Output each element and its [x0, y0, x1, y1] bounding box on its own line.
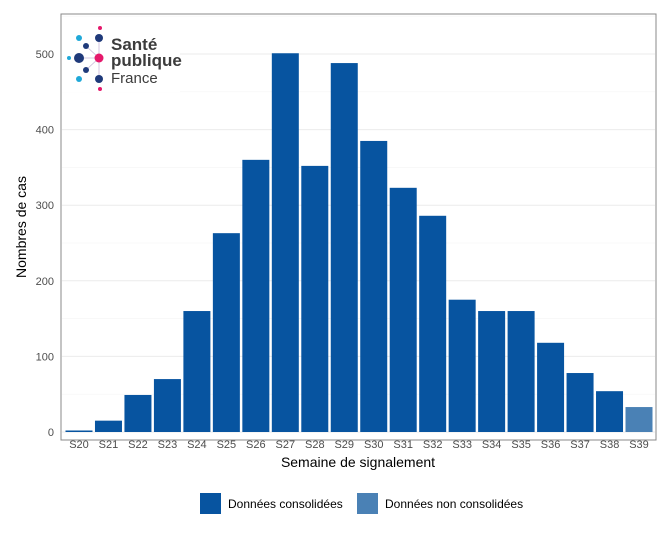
logo-text-2: publique	[111, 51, 182, 70]
legend-label-non-consolidated: Données non consolidées	[385, 497, 523, 511]
y-tick-label: 100	[36, 351, 54, 363]
x-tick-label: S26	[246, 439, 266, 451]
x-tick-label: S28	[305, 439, 325, 451]
x-tick-label: S21	[99, 439, 119, 451]
y-tick-label: 300	[36, 200, 54, 212]
bar-S36	[537, 342, 565, 432]
y-tick-label: 200	[36, 276, 54, 288]
logo-text-3: France	[111, 70, 158, 87]
bar-S29	[330, 63, 358, 433]
x-tick-label: S20	[69, 439, 89, 451]
bar-S32	[419, 215, 447, 432]
bar-S27	[271, 53, 299, 433]
bar-S26	[242, 159, 270, 432]
x-tick-label: S27	[276, 439, 296, 451]
bar-S25	[212, 233, 240, 432]
logo-text-1: Santé	[111, 35, 157, 54]
x-tick-label: S24	[187, 439, 207, 451]
bar-S39	[625, 407, 653, 432]
bar-S20	[65, 430, 93, 432]
x-tick-label: S35	[511, 439, 531, 451]
y-axis-title: Nombres de cas	[13, 176, 29, 278]
bar-S31	[389, 187, 417, 432]
y-tick-label: 0	[48, 427, 54, 439]
bar-S30	[360, 140, 388, 432]
bar-S38	[596, 391, 624, 432]
bar-S28	[301, 165, 329, 432]
bar-S21	[94, 420, 122, 432]
x-tick-label: S36	[541, 439, 561, 451]
x-tick-label: S32	[423, 439, 443, 451]
x-axis-title: Semaine de signalement	[281, 454, 435, 470]
x-tick-label: S25	[217, 439, 237, 451]
bar-S24	[183, 311, 211, 432]
legend: Données consolidées Données non consolid…	[200, 493, 523, 514]
y-tick-label: 500	[36, 49, 54, 61]
x-tick-label: S22	[128, 439, 148, 451]
y-tick-label: 400	[36, 125, 54, 137]
legend-swatch-non-consolidated	[357, 493, 378, 514]
x-tick-label: S39	[629, 439, 649, 451]
x-tick-label: S38	[600, 439, 620, 451]
x-tick-label: S29	[334, 439, 354, 451]
x-tick-label: S33	[452, 439, 472, 451]
x-tick-label: S30	[364, 439, 384, 451]
logo: Santé publique France	[62, 18, 182, 92]
legend-swatch-consolidated	[200, 493, 221, 514]
x-tick-label: S31	[393, 439, 413, 451]
bar-S34	[478, 311, 506, 432]
x-tick-label: S34	[482, 439, 502, 451]
bar-S33	[448, 299, 476, 432]
legend-label-consolidated: Données consolidées	[228, 497, 343, 511]
x-tick-label: S23	[158, 439, 178, 451]
bar-S23	[153, 379, 181, 432]
bar-S35	[507, 311, 535, 432]
bar-S22	[124, 394, 152, 432]
x-tick-label: S37	[570, 439, 590, 451]
bar-S37	[566, 373, 594, 432]
